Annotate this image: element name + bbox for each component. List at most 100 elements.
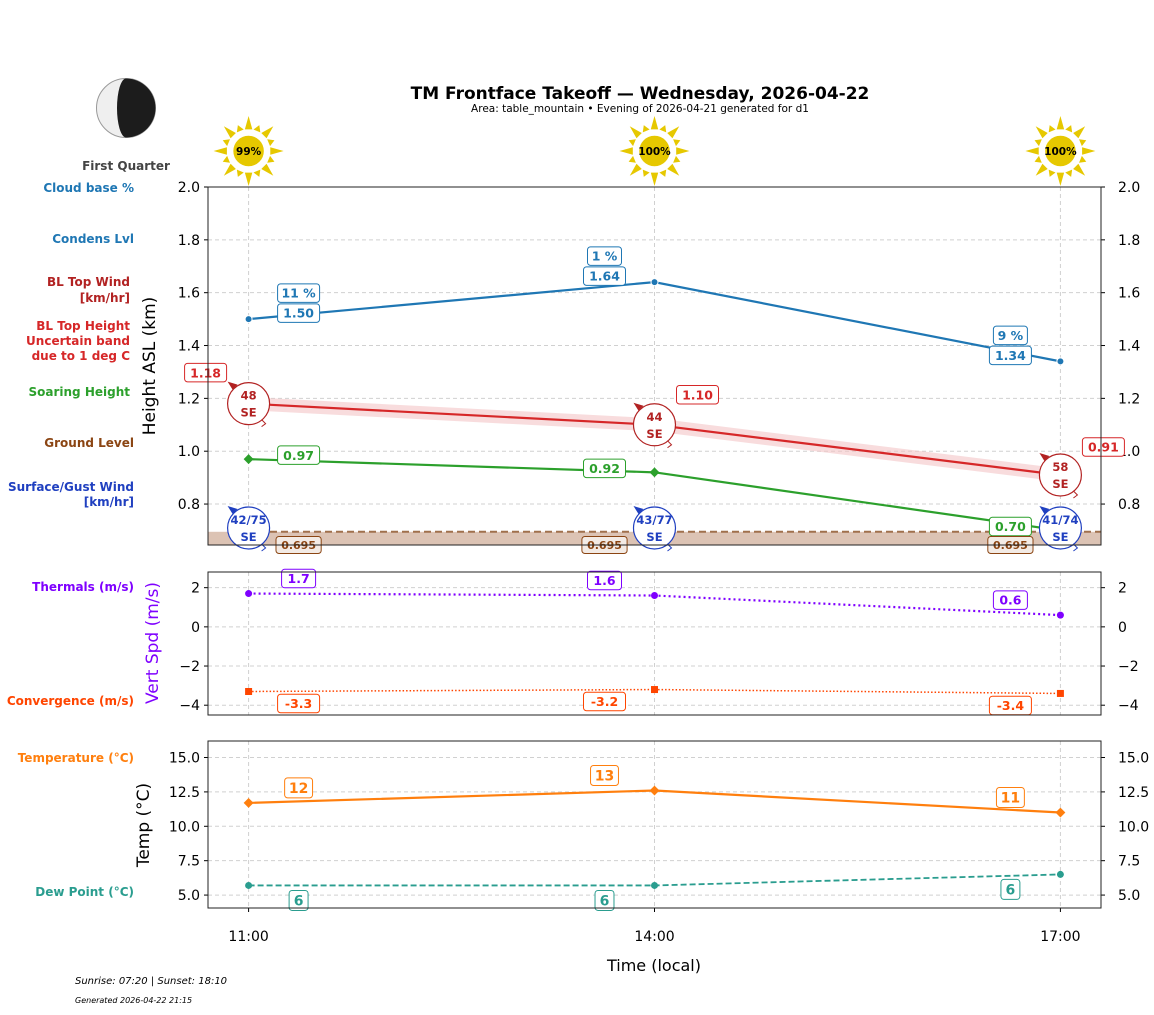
thermals-label: 0.6	[992, 590, 1028, 610]
label-bl-height: BL Top Height	[36, 319, 130, 333]
y-tick-label: 0.8	[178, 497, 200, 513]
surface-wind-speed: 42/75	[230, 513, 266, 527]
thermals-label-box	[587, 570, 622, 591]
condens-point	[244, 315, 253, 324]
dew-point-point	[1056, 870, 1064, 878]
soaring-point	[243, 454, 254, 465]
y-tick-label: 1.6	[178, 286, 200, 302]
condens-label-text: 1.34	[995, 348, 1026, 363]
soaring-label-text: 0.92	[589, 461, 620, 476]
y-tick-label-right: 7.5	[1118, 854, 1140, 870]
bl-top-height-label: 1.10	[676, 385, 719, 405]
thermals-label: 1.7	[281, 568, 317, 589]
surface-wind-speed: 43/77	[636, 513, 672, 527]
sun-disc	[637, 134, 672, 168]
ground-level-label: 0.695	[581, 536, 628, 554]
surface-wind: 41/74 SE	[1038, 506, 1083, 552]
convergence-label: -3.4	[988, 695, 1032, 716]
footer-sun-times: Sunrise: 07:20 | Sunset: 18:10	[75, 976, 227, 987]
condens-label: 1.50	[277, 303, 321, 323]
cloud-base-label-text: 1 %	[592, 249, 618, 264]
y-tick-label: 12.5	[169, 785, 200, 801]
soaring-label-box	[277, 445, 321, 465]
soaring-label-box	[988, 516, 1032, 537]
surface-wind-circle	[1038, 506, 1083, 550]
bl-top-wind-speed: 44	[646, 410, 662, 424]
wind-direction-arrow-icon	[633, 402, 644, 411]
label-condens: Condens Lvl	[52, 232, 134, 246]
wind-direction-arrow-icon	[227, 381, 238, 390]
sun-disc	[231, 134, 266, 168]
temperature-point	[649, 785, 660, 796]
bl-top-height-label-text: 1.10	[682, 387, 713, 402]
dew-point-label: 6	[288, 889, 309, 911]
y-tick-label: 1.2	[178, 391, 200, 407]
dew-point-point	[245, 881, 253, 889]
y-tick-label: 10.0	[169, 819, 200, 835]
sun-disc	[1043, 134, 1078, 168]
thermals-point	[245, 590, 253, 598]
y-tick-label: 5.0	[178, 888, 200, 904]
condens-label-text: 1.50	[283, 306, 314, 321]
convergence-label-box	[277, 693, 321, 714]
sun-icon: 100%	[619, 116, 690, 186]
footer-generated: Generated 2026-04-22 21:15	[75, 996, 192, 1005]
dew-point-label-box	[594, 889, 615, 911]
bl-top-wind-circle	[632, 403, 677, 447]
y-tick-label-right: −2	[1118, 659, 1139, 675]
y-tick-label: 7.5	[178, 854, 200, 870]
dew-point-label-box	[1000, 878, 1021, 900]
y-tick-label-right: 1.4	[1118, 339, 1140, 355]
convergence-label-text: -3.2	[591, 694, 618, 709]
label-bl-height-cause: due to 1 deg C	[32, 349, 131, 363]
dew-point-label: 6	[1000, 878, 1021, 900]
sun-percent-label: 100%	[1044, 146, 1077, 158]
label-cloud-base: Cloud base %	[43, 181, 134, 195]
sun-ray	[619, 116, 690, 186]
thermals-label-box	[281, 568, 317, 589]
height-axis-label: Height ASL (km)	[140, 297, 160, 436]
temperature-label-box	[284, 777, 314, 799]
x-tick-label: 11:00	[228, 929, 268, 945]
y-tick-label: 2.0	[178, 180, 200, 196]
temperature-label-box	[590, 765, 619, 787]
sun-ray	[213, 116, 284, 186]
y-tick-label-right: 2	[1118, 581, 1127, 597]
label-bl-wind: BL Top Wind	[47, 275, 130, 289]
moon-phase-label: First Quarter	[82, 159, 170, 173]
label-thermals: Thermals (m/s)	[32, 580, 134, 594]
label-convergence: Convergence (m/s)	[7, 694, 134, 708]
surface-wind-direction: SE	[646, 530, 662, 544]
y-tick-label-right: −4	[1118, 698, 1139, 714]
y-tick-label-right: 2.0	[1118, 180, 1140, 196]
wind-barb-icon	[1073, 490, 1079, 499]
cloud-base-label-box	[277, 283, 321, 303]
x-axis-label: Time (local)	[606, 956, 701, 975]
bl-top-height-label-text: 0.91	[1088, 440, 1119, 455]
temperature-point	[1055, 807, 1066, 818]
convergence-label: -3.2	[583, 691, 626, 712]
sun-percent-label: 99%	[236, 146, 262, 158]
y-tick-label: 1.0	[178, 444, 200, 460]
cloud-base-label-box	[587, 246, 622, 266]
convergence-label-text: -3.3	[285, 696, 312, 711]
dew-point-label: 6	[594, 889, 615, 911]
cloud-base-label: 9 %	[992, 325, 1028, 346]
thermals-label-box	[992, 590, 1028, 610]
label-surface-wind-unit: [km/hr]	[84, 495, 134, 509]
temperature-label-text: 12	[289, 781, 308, 797]
condens-label-box	[277, 303, 321, 323]
label-surface-wind: Surface/Gust Wind	[8, 480, 134, 494]
soaring-label: 0.92	[583, 458, 626, 479]
dew-point-label-text: 6	[294, 894, 304, 910]
bl-top-height-label-box	[184, 362, 228, 383]
y-tick-label: 2	[191, 581, 200, 597]
label-bl-height-band: Uncertain band	[26, 334, 130, 348]
y-tick-label-right: 0	[1118, 620, 1127, 636]
cloud-base-label: 1 %	[587, 246, 622, 266]
bl-top-wind-direction: SE	[1052, 477, 1068, 491]
x-tick-label: 14:00	[634, 929, 674, 945]
surface-wind-circle	[632, 506, 677, 550]
dew-point-label-text: 6	[600, 894, 610, 910]
soaring-label-box	[583, 458, 626, 479]
